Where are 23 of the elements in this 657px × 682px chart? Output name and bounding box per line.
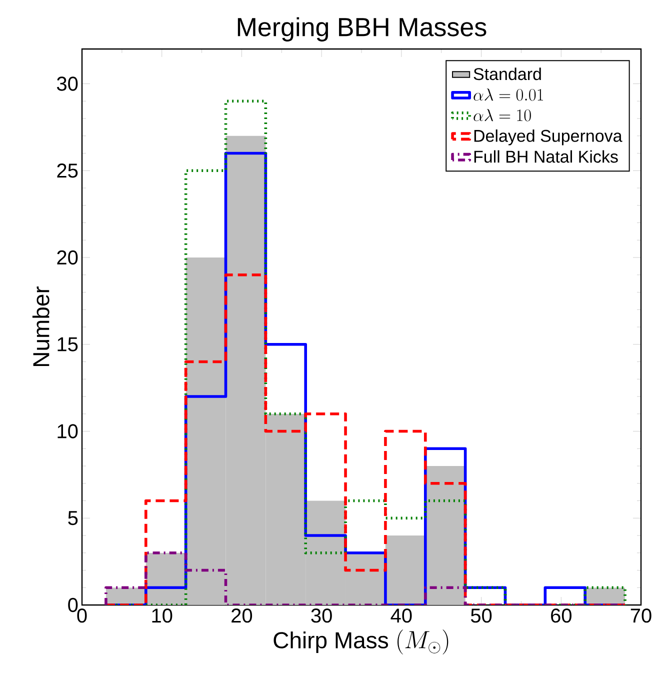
x-tick-label: 40 bbox=[390, 608, 412, 623]
legend-label: $\alpha\lambda = 0.01$ bbox=[474, 88, 543, 101]
x-tick-label: 60 bbox=[551, 608, 572, 623]
y-tick-label: 5 bbox=[68, 511, 78, 526]
x-tick-label: 70 bbox=[630, 608, 652, 623]
y-tick-label: 0 bbox=[68, 598, 78, 612]
y-tick-label: 30 bbox=[56, 76, 78, 91]
y-tick-label: 15 bbox=[58, 337, 78, 352]
y-axis-title: Number bbox=[32, 286, 50, 366]
x-tick-label: 50 bbox=[470, 608, 492, 623]
x-tick-label: 30 bbox=[311, 608, 332, 623]
legend-label: $\alpha\lambda = 10$ bbox=[474, 108, 531, 122]
x-tick-label: 0 bbox=[77, 608, 87, 623]
legend-label: Delayed Supernova bbox=[474, 129, 622, 146]
y-tick-label: 10 bbox=[58, 424, 78, 438]
legend-label: Standard bbox=[474, 68, 541, 80]
x-tick-label: 20 bbox=[232, 608, 252, 623]
chart-title: Merging BBH Masses bbox=[238, 17, 486, 42]
y-tick-label: 20 bbox=[57, 250, 78, 265]
x-axis-title: $\mbox{Chirp Mass }(M_\odot)$ bbox=[274, 630, 448, 654]
y-tick-label: 25 bbox=[57, 164, 78, 178]
x-tick-label: 10 bbox=[152, 608, 172, 623]
legend-label: Full BH Natal Kicks bbox=[474, 150, 618, 163]
